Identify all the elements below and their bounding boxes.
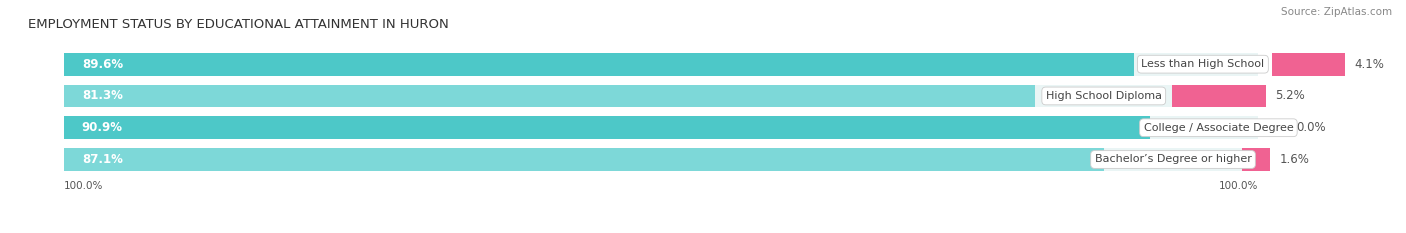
Text: 5.2%: 5.2% (1275, 89, 1305, 103)
Text: 100.0%: 100.0% (63, 181, 103, 191)
Bar (63, 148, 1258, 171)
Bar (1271, 53, 1346, 76)
Bar (63, 53, 1135, 76)
Text: 87.1%: 87.1% (82, 153, 122, 166)
Text: 0.0%: 0.0% (1296, 121, 1326, 134)
Bar (63, 85, 1258, 107)
Text: 4.1%: 4.1% (1354, 58, 1385, 71)
Bar (63, 85, 1035, 107)
Bar (1241, 148, 1271, 171)
Text: High School Diploma: High School Diploma (1046, 91, 1161, 101)
Bar (63, 116, 1150, 139)
Text: 1.6%: 1.6% (1279, 153, 1310, 166)
Text: Less than High School: Less than High School (1142, 59, 1264, 69)
Text: EMPLOYMENT STATUS BY EDUCATIONAL ATTAINMENT IN HURON: EMPLOYMENT STATUS BY EDUCATIONAL ATTAINM… (28, 18, 449, 31)
Text: 90.9%: 90.9% (82, 121, 122, 134)
Bar (63, 116, 1258, 139)
Text: Bachelor’s Degree or higher: Bachelor’s Degree or higher (1095, 154, 1251, 164)
Text: Source: ZipAtlas.com: Source: ZipAtlas.com (1281, 7, 1392, 17)
Text: 100.0%: 100.0% (1219, 181, 1258, 191)
Bar (63, 53, 1258, 76)
Bar (63, 148, 1104, 171)
Text: College / Associate Degree: College / Associate Degree (1143, 123, 1294, 133)
Text: 89.6%: 89.6% (82, 58, 122, 71)
Bar (1173, 85, 1265, 107)
Text: 81.3%: 81.3% (82, 89, 122, 103)
